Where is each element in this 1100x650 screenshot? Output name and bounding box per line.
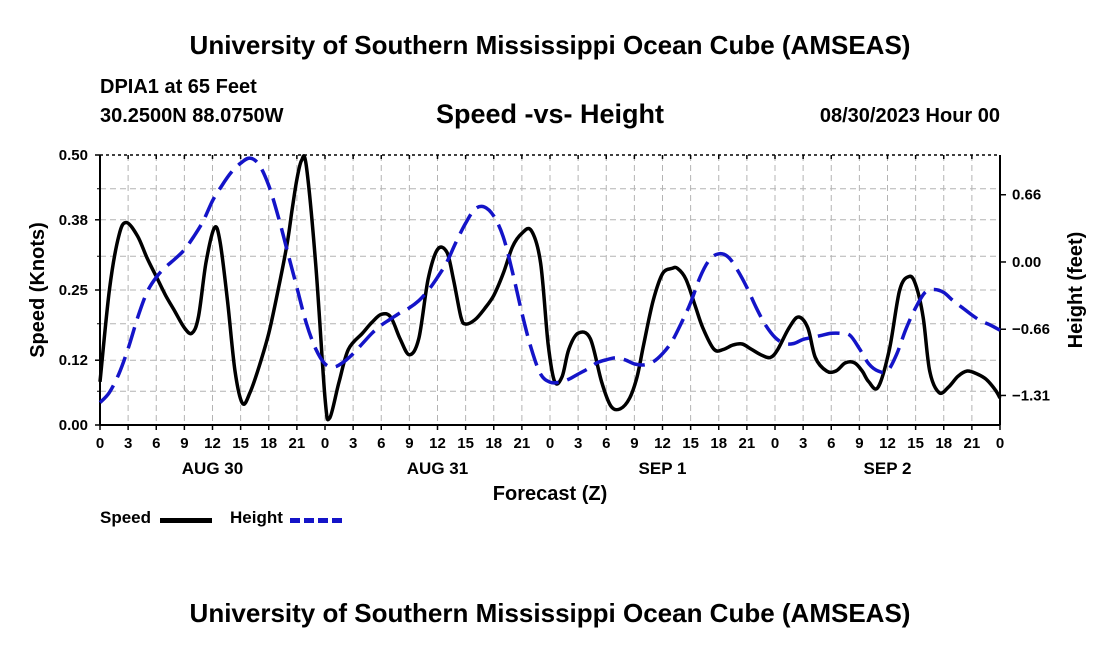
x-tick-label: 9 bbox=[630, 435, 638, 452]
x-tick-label: 3 bbox=[349, 435, 357, 452]
x-tick-label: 12 bbox=[429, 435, 446, 452]
height-series-line bbox=[98, 156, 1001, 404]
forecast-datetime: 08/30/2023 Hour 00 bbox=[819, 105, 1000, 127]
x-tick-label: 6 bbox=[602, 435, 610, 452]
legend-height-swatch bbox=[290, 518, 342, 523]
x-tick-label: 15 bbox=[682, 435, 699, 452]
y-left-tick-label: 0.38 bbox=[59, 212, 88, 229]
x-tick-label: 6 bbox=[152, 435, 160, 452]
x-tick-label: 0 bbox=[96, 435, 104, 452]
x-tick-label: 15 bbox=[457, 435, 474, 452]
y-right-tick-label: 0.00 bbox=[1012, 254, 1041, 271]
x-tick-label: 21 bbox=[964, 435, 981, 452]
y-right-tick-label: 0.66 bbox=[1012, 187, 1041, 204]
x-tick-label: 0 bbox=[996, 435, 1004, 452]
legend-speed-swatch bbox=[160, 518, 212, 523]
legend-speed-label: Speed bbox=[100, 508, 152, 527]
y-left-tick-label: 0.50 bbox=[59, 147, 88, 164]
x-tick-label: 21 bbox=[739, 435, 756, 452]
y-right-tick-label: −1.31 bbox=[1012, 387, 1050, 404]
x-tick-label: 18 bbox=[485, 435, 502, 452]
day-label: AUG 30 bbox=[182, 459, 243, 478]
station-coordinates: 30.2500N 88.0750W bbox=[100, 105, 284, 127]
x-tick-label: 6 bbox=[377, 435, 385, 452]
y-left-axis-title: Speed (Knots) bbox=[27, 222, 49, 358]
y-left-tick-label: 0.25 bbox=[59, 282, 88, 299]
day-label: AUG 31 bbox=[407, 459, 468, 478]
x-tick-label: 0 bbox=[771, 435, 779, 452]
x-tick-label: 18 bbox=[260, 435, 277, 452]
legend-height-label: Height bbox=[230, 508, 283, 527]
x-tick-label: 6 bbox=[827, 435, 835, 452]
speed-series-line bbox=[98, 154, 1002, 422]
x-tick-label: 9 bbox=[405, 435, 413, 452]
y-left-tick-label: 0.12 bbox=[59, 352, 88, 369]
station-label: DPIA1 at 65 Feet bbox=[100, 76, 257, 98]
x-tick-label: 12 bbox=[654, 435, 671, 452]
x-tick-label: 9 bbox=[180, 435, 188, 452]
y-left-tick-label: 0.00 bbox=[59, 417, 88, 434]
x-tick-label: 21 bbox=[514, 435, 531, 452]
x-tick-label: 3 bbox=[124, 435, 132, 452]
chart-subtitle: Speed -vs- Height bbox=[435, 99, 665, 129]
x-tick-label: 15 bbox=[907, 435, 924, 452]
x-tick-label: 9 bbox=[855, 435, 863, 452]
x-tick-label: 18 bbox=[935, 435, 952, 452]
x-tick-label: 15 bbox=[232, 435, 249, 452]
x-tick-label: 3 bbox=[574, 435, 582, 452]
x-tick-label: 12 bbox=[879, 435, 896, 452]
axis-labels: 0 3 6 9 12 15 18 21 0 3 6 9 12 15 18 21 0 3 6 9 12 15 18 21 0 3 6 9… bbox=[27, 147, 1087, 505]
axes bbox=[95, 154, 1006, 430]
day-label: SEP 2 bbox=[864, 459, 912, 478]
series bbox=[98, 154, 1002, 422]
x-tick-label: 21 bbox=[289, 435, 306, 452]
y-right-tick-label: −0.66 bbox=[1012, 321, 1050, 338]
footer-title: University of Southern Mississippi Ocean… bbox=[189, 598, 911, 628]
x-tick-label: 0 bbox=[321, 435, 329, 452]
grid bbox=[100, 155, 1000, 425]
x-tick-label: 3 bbox=[799, 435, 807, 452]
main-title: University of Southern Mississippi Ocean… bbox=[189, 30, 911, 60]
day-label: SEP 1 bbox=[639, 459, 687, 478]
y-right-axis-title: Height (feet) bbox=[1065, 232, 1087, 349]
x-tick-label: 18 bbox=[710, 435, 727, 452]
x-tick-label: 0 bbox=[546, 435, 554, 452]
x-tick-label: 12 bbox=[204, 435, 221, 452]
x-axis-title: Forecast (Z) bbox=[493, 483, 607, 505]
